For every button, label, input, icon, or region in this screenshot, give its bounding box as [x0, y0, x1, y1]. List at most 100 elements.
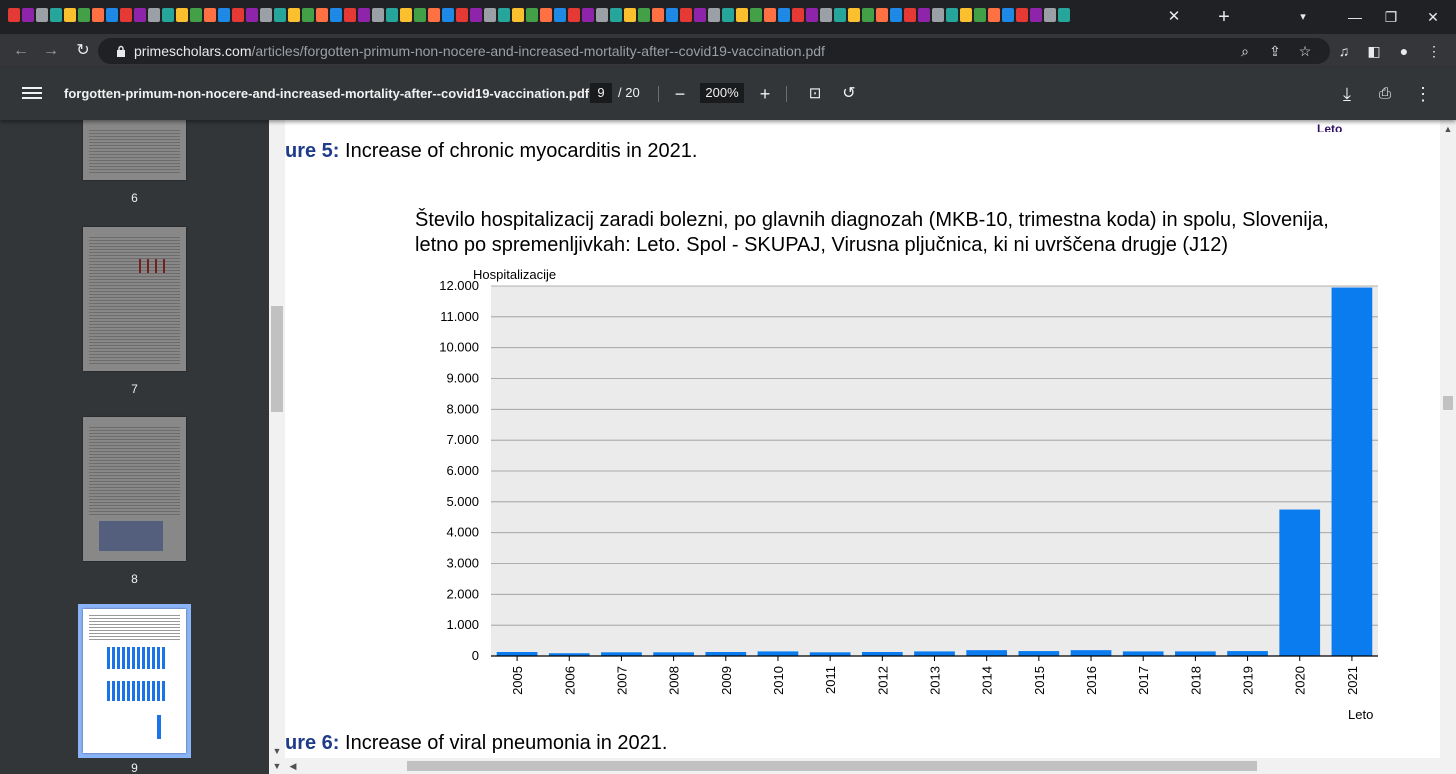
tab-favicon-icon[interactable] [666, 8, 678, 22]
tab-favicon-icon[interactable] [190, 8, 202, 22]
tab-favicon-icon[interactable] [554, 8, 566, 22]
tab-favicon-icon[interactable] [148, 8, 160, 22]
horizontal-scrollbar[interactable]: ▼ ◀ [269, 758, 1456, 774]
tab-favicon-icon[interactable] [778, 8, 790, 22]
tab-favicon-icon[interactable] [176, 8, 188, 22]
page-thumbnail-8[interactable] [83, 417, 186, 561]
tab-favicon-icon[interactable] [736, 8, 748, 22]
zoom-icon[interactable]: ⌕ [1241, 43, 1249, 59]
tab-favicon-icon[interactable] [232, 8, 244, 22]
window-close-icon[interactable]: ✕ [1427, 9, 1439, 25]
address-bar[interactable]: primescholars.com/articles/forgotten-pri… [98, 38, 1330, 64]
tab-favicon-icon[interactable] [848, 8, 860, 22]
tab-search-chevron-icon[interactable]: ▾ [1300, 11, 1306, 23]
tab-favicon-icon[interactable] [834, 8, 846, 22]
page-thumbnail-9[interactable] [83, 609, 186, 753]
sidebar-menu-icon[interactable] [22, 84, 42, 104]
forward-icon[interactable]: → [43, 42, 59, 59]
page-number-input[interactable]: 9 [590, 83, 612, 103]
tab-favicon-icon[interactable] [960, 8, 972, 22]
tab-favicon-icon[interactable] [820, 8, 832, 22]
tab-favicon-icon[interactable] [582, 8, 594, 22]
tab-favicon-icon[interactable] [876, 8, 888, 22]
tab-favicon-icon[interactable] [764, 8, 776, 22]
tab-favicon-icon[interactable] [568, 8, 580, 22]
tab-favicon-icon[interactable] [750, 8, 762, 22]
tab-favicon-icon[interactable] [722, 8, 734, 22]
tab-favicon-icon[interactable] [50, 8, 62, 22]
tab-favicon-icon[interactable] [204, 8, 216, 22]
browser-menu-icon[interactable]: ⋮ [1427, 43, 1441, 59]
restore-icon[interactable]: ❐ [1384, 9, 1398, 25]
tab-favicon-icon[interactable] [918, 8, 930, 22]
tab-favicon-icon[interactable] [260, 8, 272, 22]
tab-favicon-icon[interactable] [218, 8, 230, 22]
tab-favicon-icon[interactable] [400, 8, 412, 22]
zoom-in-icon[interactable]: + [759, 84, 771, 104]
tab-favicon-icon[interactable] [274, 8, 286, 22]
tab-favicon-icon[interactable] [512, 8, 524, 22]
tab-favicon-icon[interactable] [904, 8, 916, 22]
print-icon[interactable]: ⎙ [1378, 85, 1391, 102]
tab-favicon-icon[interactable] [862, 8, 874, 22]
tab-favicon-icon[interactable] [288, 8, 300, 22]
close-tab-icon[interactable]: ✕ [1167, 8, 1181, 25]
more-actions-icon[interactable]: ⋮ [1414, 84, 1432, 104]
tab-favicon-icon[interactable] [974, 8, 986, 22]
side-panel-icon[interactable]: ◧ [1367, 43, 1381, 59]
tab-favicon-icon[interactable] [22, 8, 34, 22]
sidebar-scroll-thumb[interactable] [271, 306, 283, 412]
tab-favicon-icon[interactable] [162, 8, 174, 22]
tab-favicon-icon[interactable] [624, 8, 636, 22]
rotate-icon[interactable]: ↺ [842, 85, 856, 102]
tab-favicon-icon[interactable] [1016, 8, 1028, 22]
tab-favicon-icon[interactable] [806, 8, 818, 22]
tab-favicon-icon[interactable] [442, 8, 454, 22]
tab-favicon-icon[interactable] [1044, 8, 1056, 22]
tab-favicon-icon[interactable] [372, 8, 384, 22]
url-text[interactable]: primescholars.com/articles/forgotten-pri… [134, 43, 825, 59]
share-icon[interactable]: ⇪ [1269, 43, 1281, 59]
page-scroll-thumb[interactable] [1443, 396, 1453, 410]
tab-favicon-icon[interactable] [792, 8, 804, 22]
tab-favicon-icon[interactable] [106, 8, 118, 22]
tab-favicon-icon[interactable] [680, 8, 692, 22]
tab-favicon-icon[interactable] [414, 8, 426, 22]
profile-avatar-icon[interactable]: ● [1399, 43, 1409, 59]
tab-favicon-icon[interactable] [302, 8, 314, 22]
tab-favicon-icon[interactable] [988, 8, 1000, 22]
tab-favicon-icon[interactable] [946, 8, 958, 22]
scroll-down-arrow-icon[interactable]: ▼ [272, 761, 282, 771]
horizontal-scroll-thumb[interactable] [407, 761, 1257, 771]
tab-favicon-icon[interactable] [596, 8, 608, 22]
tab-favicon-icon[interactable] [246, 8, 258, 22]
media-control-icon[interactable]: ♫ [1338, 43, 1350, 59]
tab-favicon-icon[interactable] [330, 8, 342, 22]
page-thumbnail-7[interactable] [83, 227, 186, 371]
tab-favicon-icon[interactable] [652, 8, 664, 22]
tab-favicon-icon[interactable] [316, 8, 328, 22]
tab-favicon-icon[interactable] [638, 8, 650, 22]
scroll-left-arrow-icon[interactable]: ◀ [289, 761, 297, 771]
tab-favicon-icon[interactable] [470, 8, 482, 22]
tab-favicon-icon[interactable] [1002, 8, 1014, 22]
page-scrollbar[interactable]: ▲ [1440, 120, 1456, 758]
tab-favicon-icon[interactable] [610, 8, 622, 22]
tab-favicon-icon[interactable] [708, 8, 720, 22]
tab-favicon-icon[interactable] [932, 8, 944, 22]
zoom-input[interactable]: 200% [700, 83, 744, 103]
tab-favicon-icon[interactable] [428, 8, 440, 22]
reload-icon[interactable]: ↻ [76, 42, 90, 59]
sidebar-scrollbar[interactable]: ▼ [269, 120, 285, 758]
tab-favicon-icon[interactable] [1058, 8, 1070, 22]
tab-favicon-icon[interactable] [456, 8, 468, 22]
bookmark-star-icon[interactable]: ☆ [1298, 43, 1312, 59]
tab-favicon-icon[interactable] [1030, 8, 1042, 22]
fit-page-icon[interactable]: ⊡ [808, 85, 822, 102]
tab-favicon-icon[interactable] [526, 8, 538, 22]
minimize-icon[interactable]: — [1348, 9, 1362, 25]
tab-favicon-icon[interactable] [890, 8, 902, 22]
tab-favicon-icon[interactable] [92, 8, 104, 22]
scroll-down-arrow-icon[interactable]: ▼ [272, 746, 282, 756]
new-tab-button[interactable]: + [1218, 6, 1230, 28]
